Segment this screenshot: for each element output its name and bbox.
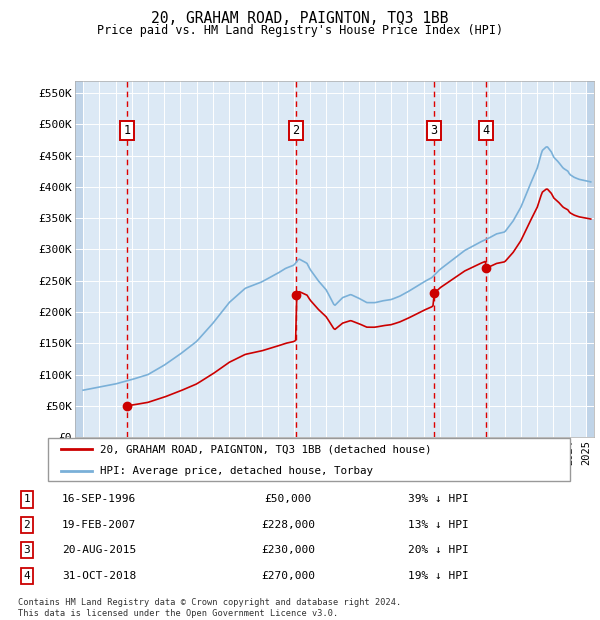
Text: 2: 2 [292,124,299,137]
Text: 1: 1 [124,124,131,137]
Text: £230,000: £230,000 [261,545,315,556]
Text: £228,000: £228,000 [261,520,315,530]
Text: 4: 4 [23,570,31,581]
Text: 20, GRAHAM ROAD, PAIGNTON, TQ3 1BB (detached house): 20, GRAHAM ROAD, PAIGNTON, TQ3 1BB (deta… [100,445,432,454]
FancyBboxPatch shape [48,438,570,480]
Text: 1: 1 [23,494,31,505]
Text: 19-FEB-2007: 19-FEB-2007 [62,520,136,530]
Text: 4: 4 [482,124,490,137]
Text: Price paid vs. HM Land Registry's House Price Index (HPI): Price paid vs. HM Land Registry's House … [97,24,503,37]
Text: £50,000: £50,000 [265,494,311,505]
Text: 2: 2 [23,520,31,530]
Text: 3: 3 [23,545,31,556]
Text: 31-OCT-2018: 31-OCT-2018 [62,570,136,581]
Text: 20, GRAHAM ROAD, PAIGNTON, TQ3 1BB: 20, GRAHAM ROAD, PAIGNTON, TQ3 1BB [151,11,449,26]
Text: 13% ↓ HPI: 13% ↓ HPI [407,520,469,530]
Text: 20% ↓ HPI: 20% ↓ HPI [407,545,469,556]
Text: 16-SEP-1996: 16-SEP-1996 [62,494,136,505]
Text: 39% ↓ HPI: 39% ↓ HPI [407,494,469,505]
Text: 20-AUG-2015: 20-AUG-2015 [62,545,136,556]
Text: £270,000: £270,000 [261,570,315,581]
Text: Contains HM Land Registry data © Crown copyright and database right 2024.
This d: Contains HM Land Registry data © Crown c… [18,598,401,618]
Text: 19% ↓ HPI: 19% ↓ HPI [407,570,469,581]
Text: 3: 3 [430,124,437,137]
Text: HPI: Average price, detached house, Torbay: HPI: Average price, detached house, Torb… [100,466,373,476]
